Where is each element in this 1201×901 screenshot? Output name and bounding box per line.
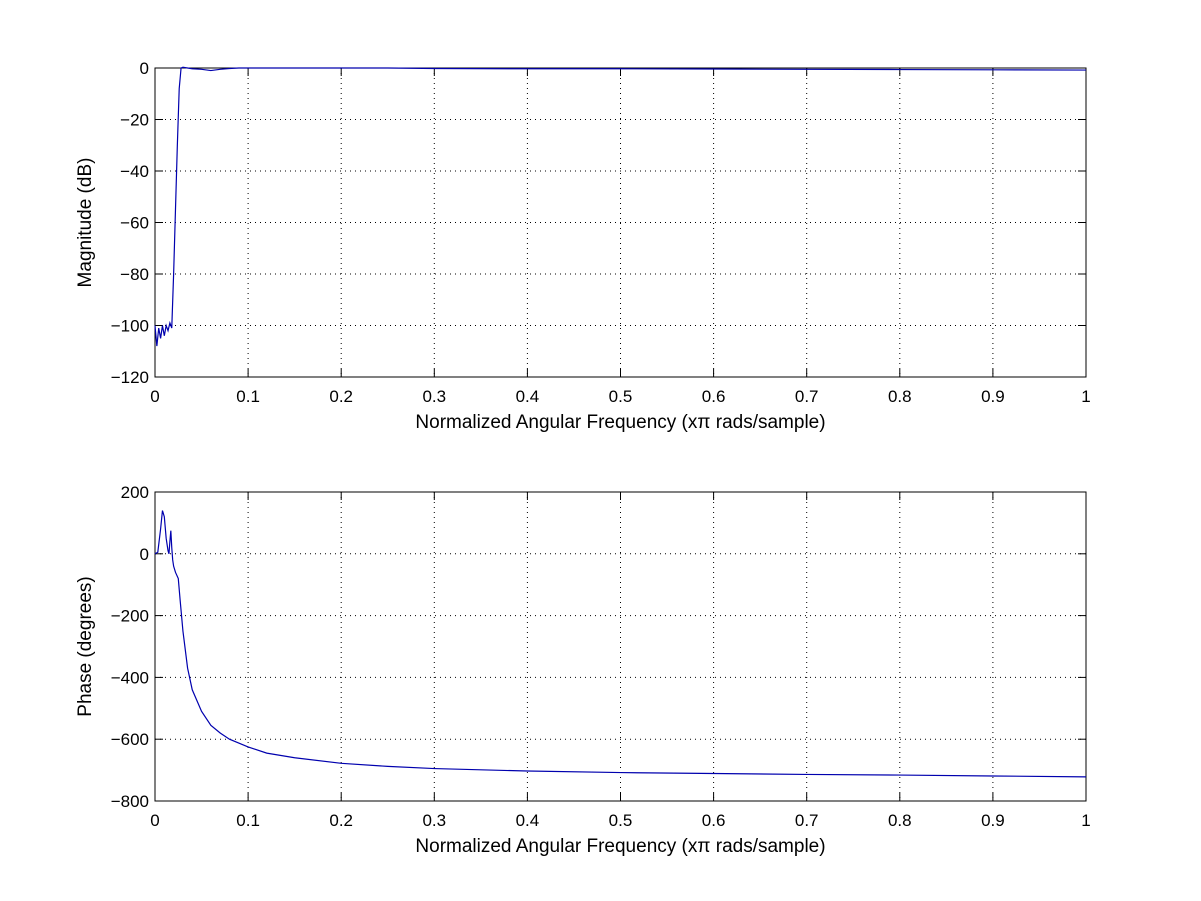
phase-x-tick-label: 0.2 bbox=[329, 811, 353, 830]
magnitude-x-tick-label: 0.6 bbox=[702, 387, 726, 406]
magnitude-x-tick-label: 0.5 bbox=[609, 387, 633, 406]
phase-x-tick-label: 0 bbox=[150, 811, 159, 830]
phase-y-tick-label: −600 bbox=[111, 730, 149, 749]
phase-x-tick-label: 0.8 bbox=[888, 811, 912, 830]
magnitude-y-tick-label: −40 bbox=[120, 162, 149, 181]
phase-x-tick-label: 0.9 bbox=[981, 811, 1005, 830]
magnitude-x-tick-label: 0.3 bbox=[422, 387, 446, 406]
magnitude-x-tick-label: 1 bbox=[1081, 387, 1090, 406]
phase-y-tick-label: −400 bbox=[111, 668, 149, 687]
magnitude-x-tick-label: 0.2 bbox=[329, 387, 353, 406]
phase-x-tick-label: 0.4 bbox=[516, 811, 540, 830]
magnitude-x-tick-label: 0.8 bbox=[888, 387, 912, 406]
phase-x-tick-label: 0.7 bbox=[795, 811, 819, 830]
phase-x-tick-label: 1 bbox=[1081, 811, 1090, 830]
magnitude-y-tick-label: 0 bbox=[140, 59, 149, 78]
phase-axes-frame bbox=[154, 491, 1087, 802]
magnitude-y-tick-label: −100 bbox=[111, 317, 149, 336]
magnitude-x-tick-label: 0.7 bbox=[795, 387, 819, 406]
phase-x-tick-label: 0.3 bbox=[422, 811, 446, 830]
magnitude-response-line bbox=[154, 66, 1087, 347]
phase-y-tick-label: −200 bbox=[111, 607, 149, 626]
magnitude-x-tick-label: 0.4 bbox=[516, 387, 540, 406]
phase-x-tick-label: 0.6 bbox=[702, 811, 726, 830]
phase-x-tick-label: 0.5 bbox=[609, 811, 633, 830]
phase-y-tick-label: 200 bbox=[121, 483, 149, 502]
magnitude-y-axis-label: Magnitude (dB) bbox=[75, 158, 96, 288]
phase-x-axis-label: Normalized Angular Frequency (xπ rads/sa… bbox=[415, 836, 825, 857]
magnitude-y-tick-label: −60 bbox=[120, 214, 149, 233]
phase-y-tick-label: −800 bbox=[111, 792, 149, 811]
magnitude-plot: 0 0.1 0.2 0.3 0.4 0.5 0.6 0.7 0.8 0.9 1 0 −20 −40 −60 −… bbox=[75, 59, 1091, 433]
magnitude-y-tick-label: −120 bbox=[111, 368, 149, 387]
phase-y-axis-label: Phase (degrees) bbox=[75, 576, 96, 716]
magnitude-x-tick-label: 0.1 bbox=[236, 387, 260, 406]
magnitude-x-tick-label: 0.9 bbox=[981, 387, 1005, 406]
phase-plot: 0 0.1 0.2 0.3 0.4 0.5 0.6 0.7 0.8 0.9 1 200 0 −200 −40… bbox=[75, 483, 1091, 857]
magnitude-y-tick-label: −80 bbox=[120, 265, 149, 284]
magnitude-y-tick-label: −20 bbox=[120, 111, 149, 130]
phase-y-tick-label: 0 bbox=[140, 545, 149, 564]
magnitude-x-axis-label: Normalized Angular Frequency (xπ rads/sa… bbox=[415, 412, 825, 433]
phase-x-tick-label: 0.1 bbox=[236, 811, 260, 830]
phase-response-line bbox=[154, 510, 1087, 778]
magnitude-x-tick-label: 0 bbox=[150, 387, 159, 406]
